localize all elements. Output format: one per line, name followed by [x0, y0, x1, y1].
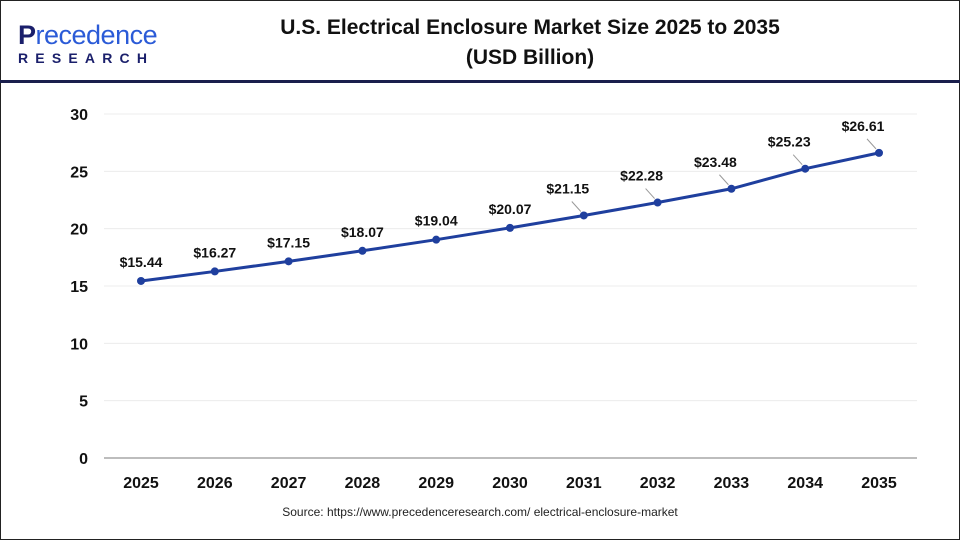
x-tick-label: 2028	[345, 475, 381, 492]
chart-title: U.S. Electrical Enclosure Market Size 20…	[230, 13, 830, 73]
source-note: Source: https://www.precedenceresearch.c…	[282, 505, 678, 519]
logo-subtext: RESEARCH	[18, 50, 155, 66]
x-tick-label: 2034	[787, 475, 823, 492]
leader-line	[571, 201, 582, 212]
x-tick-label: 2035	[861, 475, 897, 492]
series-line	[140, 151, 880, 283]
x-tick-label: 2027	[271, 475, 307, 492]
x-tick-label: 2029	[418, 475, 454, 492]
data-label: $17.15	[267, 234, 310, 250]
title-line-2: (USD Billion)	[465, 46, 595, 69]
data-label: $26.61	[842, 118, 885, 134]
x-tick-label: 2033	[714, 475, 750, 492]
data-point	[653, 198, 662, 207]
data-point	[284, 257, 293, 266]
header-divider	[0, 80, 960, 83]
x-tick-label: 2030	[492, 475, 528, 492]
precedence-research-logo: Precedence RESEARCH	[18, 20, 158, 67]
data-point	[137, 276, 145, 285]
x-tick-label: 2026	[197, 475, 233, 492]
data-label: $22.28	[620, 168, 663, 184]
logo-text: recedence	[35, 20, 158, 50]
data-point	[432, 235, 441, 244]
data-point	[579, 211, 588, 220]
data-label: $20.07	[489, 201, 532, 217]
data-point	[506, 223, 514, 232]
data-label: $21.15	[546, 180, 589, 196]
y-tick-label: 30	[70, 107, 88, 124]
data-point	[358, 246, 367, 255]
leader-line	[719, 174, 729, 186]
data-point	[727, 184, 736, 193]
y-tick-label: 15	[70, 279, 88, 296]
y-tick-label: 20	[70, 222, 88, 239]
leader-line	[645, 188, 655, 199]
data-point	[210, 267, 219, 276]
y-tick-label: 25	[70, 164, 88, 181]
data-label: $15.44	[120, 254, 163, 270]
logo-letter: P	[18, 20, 36, 50]
leader-line	[792, 154, 803, 166]
x-tick-label: 2032	[640, 475, 676, 492]
data-label: $16.27	[193, 244, 236, 260]
leader-line	[866, 138, 877, 150]
y-tick-label: 5	[79, 394, 88, 411]
data-label: $23.48	[694, 154, 737, 170]
y-tick-label: 10	[70, 336, 88, 353]
title-line-1: U.S. Electrical Enclosure Market Size 20…	[280, 16, 780, 39]
data-label: $19.04	[415, 213, 458, 229]
x-tick-label: 2025	[123, 475, 159, 492]
data-label: $25.23	[768, 134, 811, 150]
data-point	[875, 148, 883, 157]
data-label: $18.07	[341, 224, 384, 240]
y-tick-label: 0	[79, 451, 88, 468]
x-tick-label: 2031	[566, 475, 602, 492]
data-point	[801, 164, 810, 173]
